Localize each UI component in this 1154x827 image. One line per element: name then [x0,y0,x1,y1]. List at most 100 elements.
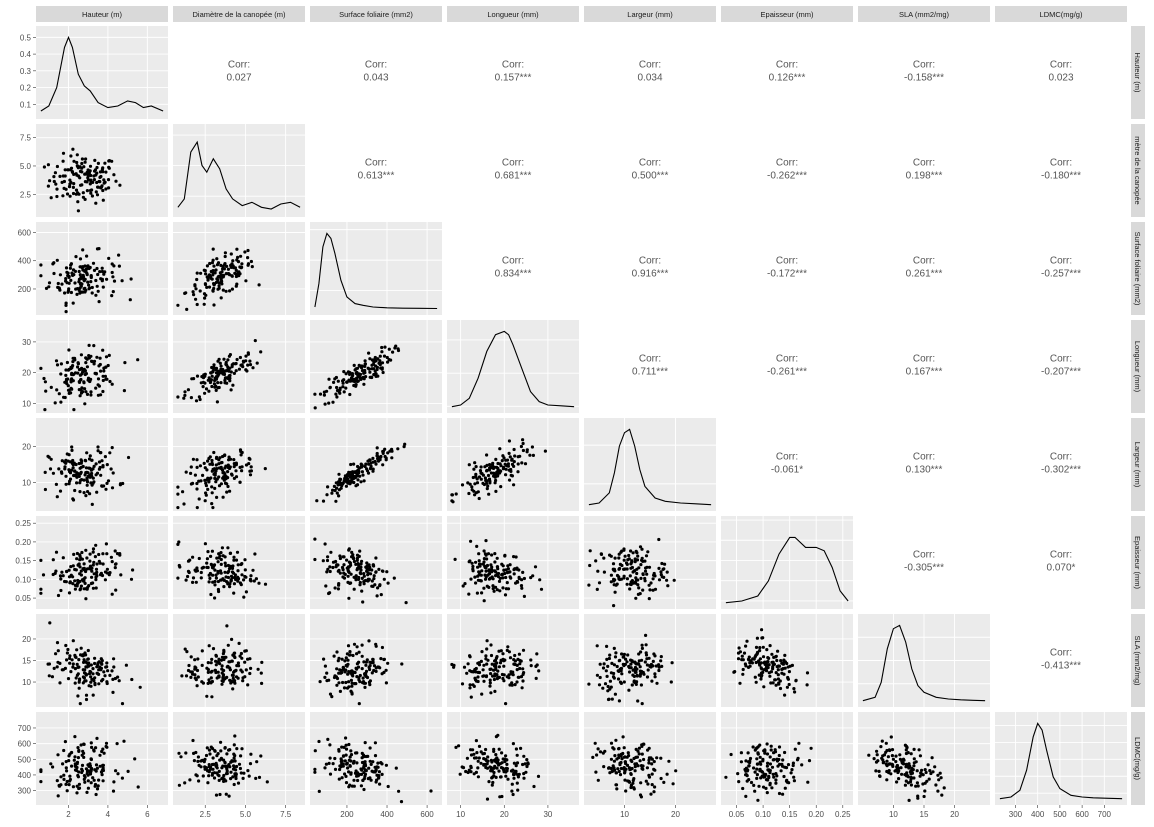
point-3-0-24 [43,408,47,412]
point-6-4-99 [601,666,606,670]
point-4-3-106 [479,465,483,469]
point-5-1-136 [208,571,212,576]
point-7-2-134 [366,777,370,781]
point-6-2-101 [347,670,351,674]
point-7-1-128 [223,746,227,750]
point-6-3-132 [509,670,513,674]
corr-panel-5-6: Corr:-0.305*** [858,516,990,609]
point-7-2-37 [373,765,377,769]
corr-label-3-6: Corr: [913,354,935,365]
point-6-2-3 [349,678,353,682]
point-7-2-93 [375,773,379,777]
point-4-1-131 [238,448,243,452]
point-5-4-8 [637,586,641,590]
point-2-1-98 [236,255,240,259]
column-strip-5: Epaisseur (mm) [721,6,853,22]
point-5-2-55 [367,563,371,567]
point-6-2-135 [363,673,367,677]
point-6-2-48 [341,665,345,669]
point-7-5-36 [761,785,766,789]
point-7-6-47 [878,774,882,778]
point-7-5-93 [792,779,797,783]
point-4-3-119 [477,475,482,479]
point-6-3-23 [521,648,526,652]
point-2-0-50 [92,268,97,272]
point-6-5-55 [776,677,781,681]
point-7-6-124 [904,765,908,769]
point-6-2-74 [374,669,378,674]
point-5-4-29 [588,549,592,553]
point-4-0-111 [55,495,59,499]
point-1-0-101 [83,160,87,164]
point-5-3-119 [498,589,502,593]
point-7-4-58 [671,782,675,786]
point-3-0-35 [55,388,59,392]
point-5-0-92 [91,563,95,567]
point-4-0-92 [88,454,92,458]
point-7-1-60 [227,794,231,798]
point-6-5-30 [774,671,778,675]
point-3-2-111 [360,369,365,373]
point-5-0-37 [114,588,118,592]
point-4-3-113 [467,463,471,467]
point-7-6-133 [902,758,906,762]
point-6-2-47 [358,680,362,684]
point-7-5-127 [809,746,813,750]
point-6-0-112 [91,667,95,671]
point-7-3-138 [512,761,517,765]
point-7-3-52 [536,774,541,779]
y-tick-label-5-0: 0.05 [15,594,31,603]
point-2-1-67 [207,285,212,289]
point-3-0-89 [106,363,110,368]
point-4-1-51 [189,465,193,469]
point-2-1-128 [219,273,223,277]
corr-panel-0-1: Corr:0.027 [173,26,305,119]
point-5-2-118 [358,580,362,585]
point-7-3-98 [497,763,501,767]
point-6-2-120 [341,680,345,685]
point-7-4-48 [652,760,656,764]
point-6-1-105 [238,654,242,658]
point-5-1-88 [242,595,246,599]
point-7-1-119 [233,754,237,758]
panel-bg-2-3 [447,222,579,315]
y-tick-label-1-0: 2.5 [20,190,32,199]
point-2-1-30 [250,265,254,269]
point-4-1-136 [204,493,208,497]
point-7-6-56 [880,739,884,743]
point-4-0-11 [90,458,94,462]
point-4-1-105 [227,466,232,471]
point-7-5-61 [753,748,757,752]
point-7-5-115 [736,772,740,776]
point-2-0-83 [129,277,133,281]
point-5-1-68 [205,557,209,561]
point-5-1-119 [232,591,236,595]
point-6-1-31 [222,668,226,673]
point-3-0-39 [66,377,70,381]
point-3-2-75 [386,360,390,364]
point-7-3-79 [484,747,488,752]
point-4-3-115 [492,471,496,475]
panel-bg-0-6 [858,26,990,119]
point-5-4-115 [631,570,635,574]
point-7-6-94 [875,753,879,757]
point-6-3-50 [450,662,454,667]
point-6-2-30 [343,659,347,663]
corr-label-1-2: Corr: [365,158,387,169]
point-2-0-127 [85,272,89,276]
point-7-1-70 [177,783,181,787]
point-7-1-33 [205,746,209,750]
point-7-3-78 [510,782,514,786]
point-5-0-26 [73,579,77,583]
point-4-1-78 [238,480,242,484]
point-2-0-56 [128,298,132,302]
point-7-6-123 [897,769,901,773]
point-5-1-109 [223,555,227,559]
point-7-1-28 [188,778,192,782]
point-6-3-131 [466,662,470,666]
point-7-3-80 [497,769,501,773]
point-7-0-18 [104,741,109,745]
point-4-0-125 [71,466,75,470]
point-7-4-113 [653,785,657,789]
corr-label-3-5: Corr: [776,354,798,365]
